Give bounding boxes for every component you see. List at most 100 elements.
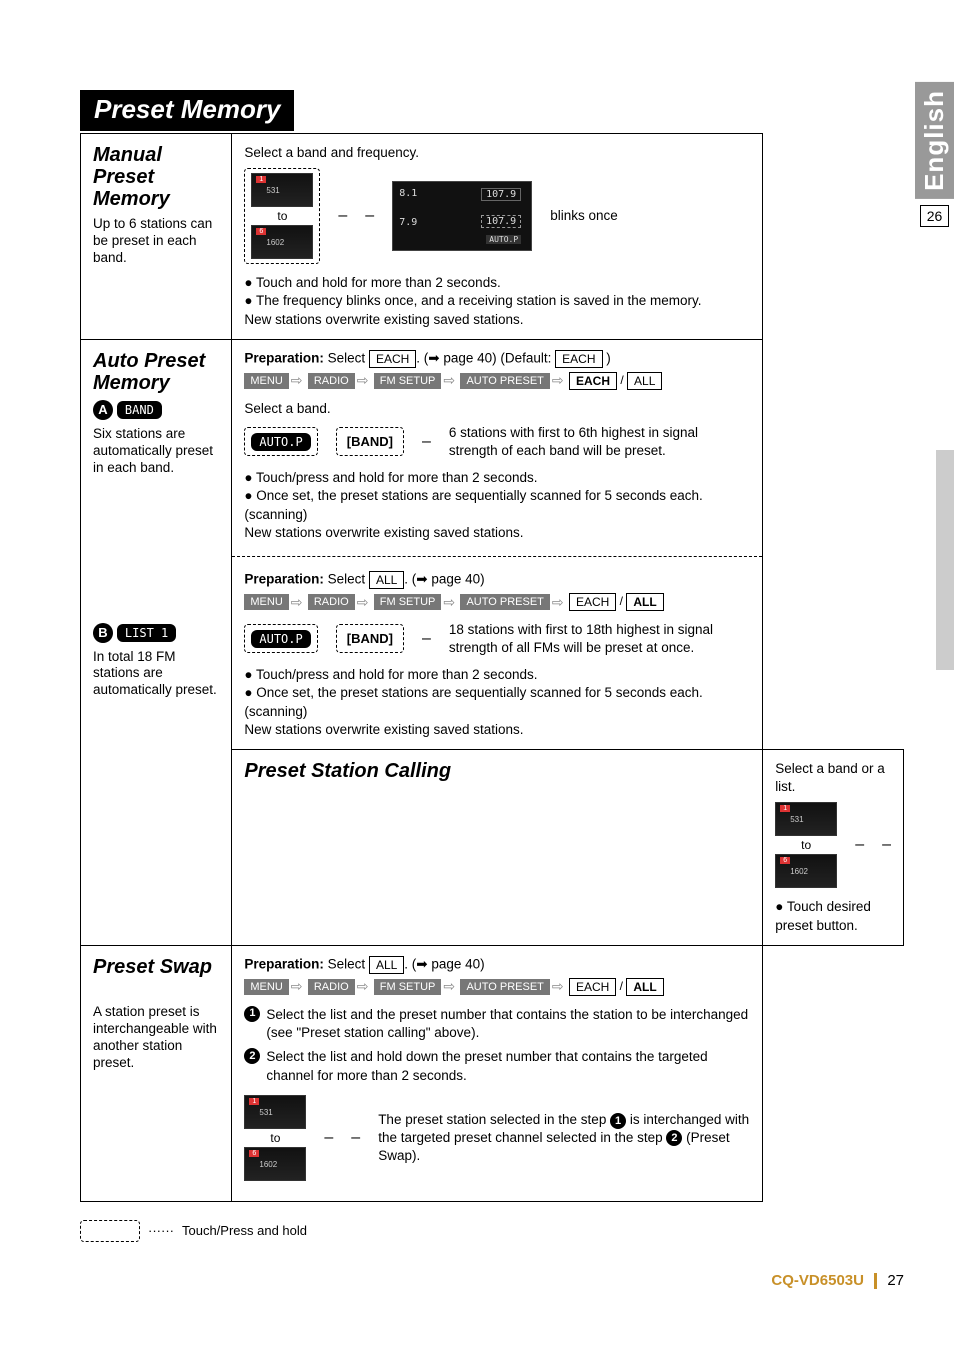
swap-chain: MENU⇨ RADIO⇨ FM SETUP⇨ AUTO PRESET⇨ EACH… [244,978,750,996]
dash: – [422,630,431,648]
menu-chain-b: MENU⇨ RADIO⇨ FM SETUP⇨ AUTO PRESET⇨ EACH… [244,593,750,611]
letter-b: B [93,623,113,643]
manual-preset-sub: Up to 6 stations can be preset in each b… [93,216,219,267]
band-button[interactable]: BAND [117,401,162,419]
manual-preset-left: Manual Preset Memory Up to 6 stations ca… [81,134,232,340]
calling-note: ● Touch desired preset button. [775,898,891,934]
menu-chip[interactable]: MENU [244,594,288,610]
auto-preset-heading: Auto Preset Memory [93,350,219,394]
band-key[interactable]: [BAND] [336,427,404,456]
legend-dots: ······ [148,1223,174,1238]
swap-step-2: 2 Select the list and hold down the pres… [244,1048,750,1084]
dash: – [855,836,864,854]
menu-chip[interactable]: MENU [244,979,288,995]
preset-button-1[interactable]: 1 531 [251,173,313,207]
auto-sub-a: Six stations are automatically preset in… [93,426,219,477]
preset-button-6[interactable]: 6 1602 [251,225,313,259]
to-label: to [270,1131,280,1145]
footer: CQ-VD6503U 27 [80,1272,904,1289]
dash: – [338,207,347,225]
auto-bullet-2: ● Once set, the preset stations are sequ… [244,487,750,523]
autop-button[interactable]: AUTO.P [244,427,317,455]
to-label: to [801,838,811,852]
preset-btn-group: 1 531 to 6 1602 [244,168,320,264]
swap-step-1: 1 Select the list and the preset number … [244,1006,750,1042]
auto-note-b: New stations overwrite existing saved st… [244,721,750,739]
preset-swap-left: Preset Swap A station preset is intercha… [81,945,232,1201]
preset-swap-heading: Preset Swap [93,956,219,978]
manual-bullet-2: ● The frequency blinks once, and a recei… [244,292,750,310]
dash: – [324,1129,333,1147]
desc-b: 18 stations with first to 18th highest i… [449,621,750,656]
footer-divider-icon [874,1273,877,1289]
autop-button[interactable]: AUTO.P [244,624,317,652]
autopreset-chip[interactable]: AUTO PRESET [460,594,549,610]
swap-prep: Preparation: Select ALL. (➡ page 40) [244,956,750,974]
auto-bullet-2b: ● Once set, the preset stations are sequ… [244,684,750,720]
auto-bullet-1b: ● Touch/press and hold for more than 2 s… [244,666,750,684]
desc-a: 6 stations with first to 6th highest in … [449,424,750,459]
dash: – [365,207,374,225]
auto-preset-left: Auto Preset Memory A BAND Six stations a… [81,339,232,945]
fmsetup-chip[interactable]: FM SETUP [374,979,442,995]
preset-calling-left: Preset Station Calling [232,750,763,946]
dash: – [422,433,431,451]
radio-chip[interactable]: RADIO [308,979,355,995]
menu-chip[interactable]: MENU [244,373,288,389]
option-each[interactable]: EACH [569,978,616,996]
band-key[interactable]: [BAND] [336,624,404,653]
option-all[interactable]: ALL [626,978,663,996]
preset-button-1[interactable]: 1 531 [775,802,837,836]
prep-a: Preparation: Select EACH. (➡ page 40) (D… [244,350,750,368]
radio-chip[interactable]: RADIO [308,594,355,610]
radio-chip[interactable]: RADIO [308,373,355,389]
preset-button-6[interactable]: 6 1602 [775,854,837,888]
dash: – [351,1129,360,1147]
legend: ······ Touch/Press and hold [80,1220,904,1242]
option-each[interactable]: EACH [569,372,617,390]
auto-sub-b: In total 18 FM stations are automaticall… [93,649,219,700]
dashed-sample-icon [80,1220,140,1242]
menu-chain-a: MENU⇨ RADIO⇨ FM SETUP⇨ AUTO PRESET⇨ EACH… [244,372,750,390]
preset-swap-sub: A station preset is interchangeable with… [93,1004,219,1072]
fmsetup-chip[interactable]: FM SETUP [374,373,442,389]
auto-preset-a-content: Preparation: Select EACH. (➡ page 40) (D… [232,339,763,749]
footer-page: 27 [887,1272,904,1289]
autopreset-chip[interactable]: AUTO PRESET [460,373,549,389]
letter-a: A [93,400,113,420]
select-band: Select a band. [244,400,750,418]
manual-bullet-1: ● Touch and hold for more than 2 seconds… [244,274,750,292]
swap-desc: The preset station selected in the step … [378,1111,750,1164]
step-1-ref-icon: 1 [610,1113,626,1129]
manual-instruction: Select a band and frequency. [244,144,750,162]
preset-calling-heading: Preset Station Calling [244,760,750,782]
auto-note-a: New stations overwrite existing saved st… [244,524,750,542]
auto-bullet-1: ● Touch/press and hold for more than 2 s… [244,469,750,487]
footer-model: CQ-VD6503U [771,1272,864,1289]
prep-b: Preparation: Select ALL. (➡ page 40) [244,571,750,589]
calling-instruction: Select a band or a list. [775,760,891,796]
autopreset-chip[interactable]: AUTO PRESET [460,979,549,995]
option-each[interactable]: EACH [569,593,616,611]
manual-preset-content: Select a band and frequency. 1 531 to 6 … [232,134,763,340]
preset-button-1[interactable]: 1 531 [244,1095,306,1129]
option-all[interactable]: ALL [626,593,663,611]
preset-calling-content: Select a band or a list. 1 531 to 6 1602… [763,750,904,946]
preset-swap-content: Preparation: Select ALL. (➡ page 40) MEN… [232,945,763,1201]
list-button[interactable]: LIST 1 [117,624,176,642]
dashed-divider [232,556,762,557]
manual-preset-heading: Manual Preset Memory [93,144,219,210]
content-table: Manual Preset Memory Up to 6 stations ca… [80,133,904,1202]
step-1-icon: 1 [244,1006,260,1022]
section-title: Preset Memory [80,90,294,131]
fmsetup-chip[interactable]: FM SETUP [374,594,442,610]
step-2-icon: 2 [244,1048,260,1064]
manual-note: New stations overwrite existing saved st… [244,311,750,329]
legend-text: Touch/Press and hold [182,1223,307,1238]
step-2-ref-icon: 2 [666,1130,682,1146]
to-label: to [277,209,287,223]
option-all[interactable]: ALL [627,372,662,390]
preset-button-6[interactable]: 6 1602 [244,1147,306,1181]
blinks-label: blinks once [550,207,750,225]
radio-screen: 8.1 107.9 7.9 107.9 AUTO.P [392,181,532,251]
